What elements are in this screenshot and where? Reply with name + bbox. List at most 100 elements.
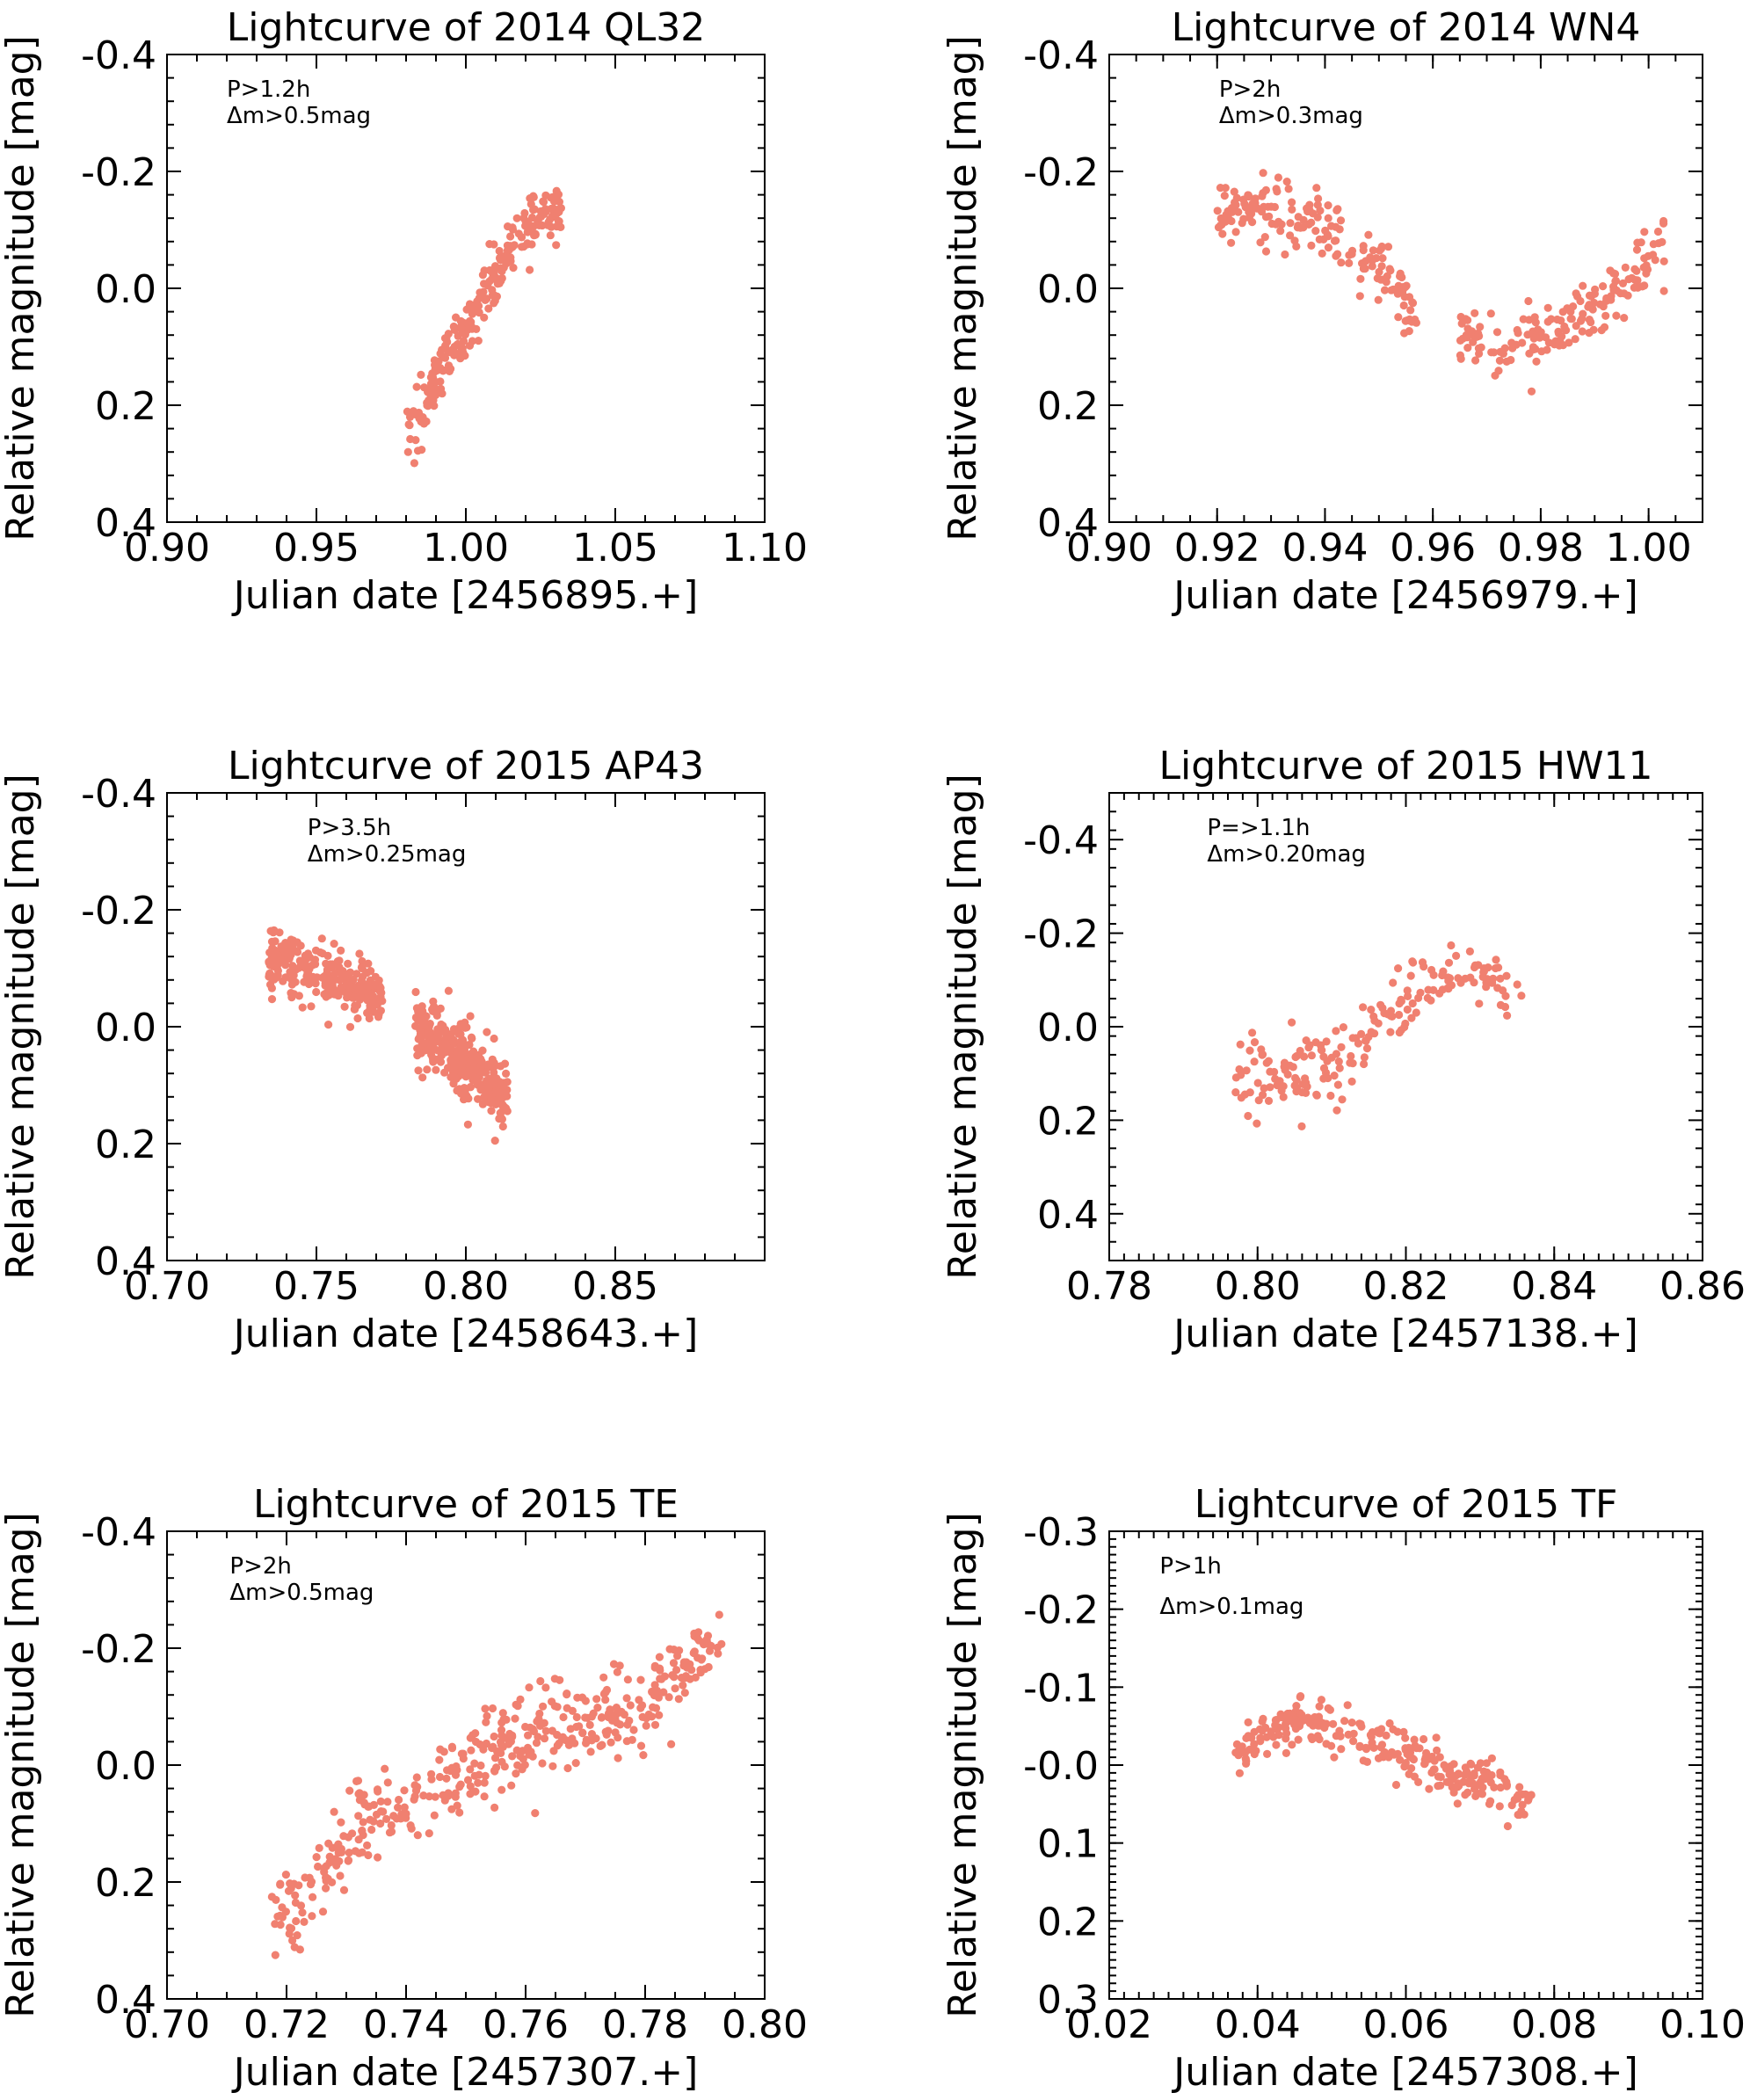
data-point — [1523, 331, 1532, 339]
data-point — [278, 1903, 287, 1912]
data-point — [650, 1720, 660, 1729]
data-point — [1272, 1740, 1281, 1749]
y-tick-label: -0.2 — [1023, 912, 1099, 957]
data-point — [592, 1734, 600, 1743]
data-point — [1412, 1008, 1420, 1017]
data-point — [1543, 303, 1552, 312]
x-tick-label: 0.80 — [423, 1264, 509, 1309]
data-point — [330, 976, 338, 985]
data-point — [642, 1714, 651, 1723]
data-point — [1601, 311, 1610, 320]
data-point — [1490, 348, 1499, 357]
data-point — [1280, 1058, 1289, 1067]
data-point — [312, 987, 321, 997]
data-point — [365, 1014, 374, 1023]
data-point — [1609, 269, 1618, 278]
data-point — [1288, 198, 1296, 207]
data-point — [539, 1719, 548, 1728]
data-point — [1253, 1119, 1261, 1128]
data-point — [1252, 1747, 1260, 1755]
data-point — [448, 1065, 458, 1074]
data-point — [1410, 1735, 1419, 1744]
data-point — [680, 1689, 689, 1697]
data-point — [1346, 1058, 1354, 1067]
data-point — [392, 1814, 401, 1823]
data-point — [344, 959, 352, 968]
data-point — [1273, 1081, 1282, 1090]
data-point — [474, 337, 483, 345]
data-point — [1337, 258, 1346, 267]
data-point — [1258, 1050, 1267, 1059]
data-point — [1307, 1733, 1316, 1741]
data-point — [1640, 228, 1649, 236]
data-point — [1334, 1057, 1343, 1066]
data-point — [470, 1771, 479, 1780]
amplitude-annotation: Δm>0.3mag — [1219, 103, 1363, 129]
data-point — [488, 1704, 497, 1713]
data-point — [1288, 1740, 1296, 1749]
data-point — [367, 967, 375, 976]
data-point — [271, 937, 280, 946]
data-point — [455, 1808, 464, 1817]
data-point — [414, 1066, 423, 1075]
data-point — [455, 1783, 464, 1791]
y-tick-label: 0.2 — [95, 384, 156, 429]
data-point — [1483, 975, 1492, 984]
data-point — [1286, 219, 1295, 228]
data-point — [526, 1723, 534, 1732]
data-point — [1408, 999, 1417, 1008]
data-point — [428, 1054, 437, 1063]
data-point — [558, 1735, 567, 1744]
y-tick-label: 0.0 — [1037, 1006, 1099, 1050]
data-point — [638, 1701, 647, 1710]
data-point — [1232, 193, 1241, 202]
data-point — [1271, 1074, 1280, 1083]
data-point — [604, 1709, 614, 1719]
data-point — [1609, 286, 1618, 294]
data-point — [568, 1706, 577, 1715]
data-point — [1447, 941, 1456, 950]
data-point — [1332, 251, 1340, 260]
data-point — [1281, 1065, 1289, 1074]
data-point — [1503, 1821, 1512, 1831]
data-point — [419, 1039, 428, 1048]
data-point — [568, 1734, 577, 1743]
data-point — [532, 1739, 541, 1748]
data-point — [696, 1668, 705, 1677]
data-point — [1284, 185, 1293, 193]
data-point — [420, 1020, 429, 1029]
data-point — [1316, 1717, 1325, 1726]
plot-frame — [1108, 54, 1703, 523]
data-point — [1585, 316, 1594, 324]
data-point — [1368, 1739, 1376, 1748]
y-tick-label: -0.2 — [81, 889, 156, 934]
x-tick-label: 1.05 — [572, 526, 658, 570]
data-point — [508, 1752, 517, 1761]
x-tick-label: 0.80 — [1215, 1264, 1301, 1309]
data-point — [1241, 1755, 1250, 1763]
x-axis-label: Julian date [2456895.+] — [231, 573, 699, 618]
data-point — [1470, 309, 1479, 317]
data-point — [1274, 1731, 1283, 1740]
data-point — [1258, 192, 1267, 200]
period-annotation: P>1h — [1159, 1553, 1221, 1580]
lightcurve-panel-1: 0.90 0.95 1.00 1.05 1.10 -0.4 -0.2 0.0 0.2 0.4 Lig… — [0, 5, 808, 618]
data-point — [1463, 1767, 1471, 1776]
data-point — [490, 1034, 498, 1043]
data-point — [1449, 1760, 1458, 1769]
data-point — [417, 370, 425, 379]
data-point — [298, 1003, 307, 1012]
data-point — [1374, 1726, 1383, 1735]
data-point — [490, 1803, 499, 1812]
data-point — [414, 1014, 423, 1023]
y-tick-label: 0.4 — [95, 501, 156, 546]
x-tick-label: 0.78 — [1066, 1264, 1152, 1309]
data-point — [482, 1718, 490, 1726]
data-point — [1231, 1073, 1240, 1082]
data-point — [286, 1923, 294, 1932]
data-point — [300, 1917, 309, 1926]
data-point — [344, 1833, 352, 1842]
data-point — [470, 1759, 479, 1768]
data-point — [1359, 265, 1368, 273]
data-point — [1267, 1727, 1275, 1736]
